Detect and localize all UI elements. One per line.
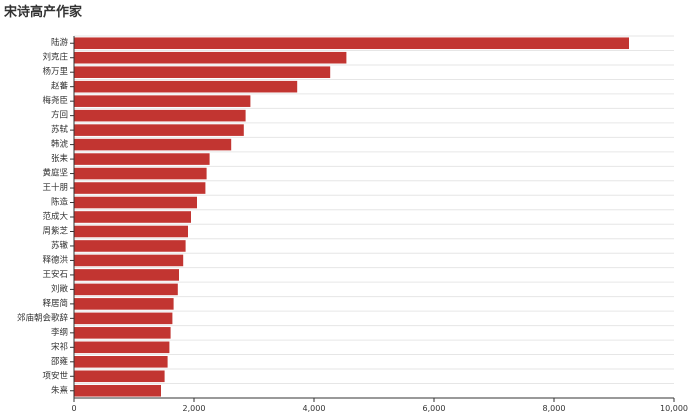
bar[interactable] [74,66,331,78]
category-label: 邵雍 [51,356,69,367]
bar[interactable] [74,138,232,151]
category-label: 赵蕃 [51,81,69,92]
category-label: 王安石 [42,269,68,280]
x-tick-label: 2,000 [183,404,206,413]
axes-group [70,36,675,402]
category-label: 朱熹 [51,385,69,396]
category-label: 郊庙朝会歌辞 [17,312,69,323]
bar[interactable] [74,167,207,180]
category-label: 陈造 [51,197,69,208]
bar[interactable] [74,211,191,223]
bar[interactable] [74,109,246,122]
category-label: 杨万里 [42,66,68,77]
category-label: 张耒 [51,154,69,164]
x-tick-label: 8,000 [543,404,566,413]
bar[interactable] [74,196,197,209]
category-label: 宋祁 [51,341,68,352]
bar[interactable] [74,153,210,165]
grid-lines [74,35,674,399]
bars-group [74,37,629,397]
bar[interactable] [74,240,186,252]
bar[interactable] [74,327,171,339]
x-tick-label: 6,000 [423,404,446,413]
bar[interactable] [74,254,184,267]
bar[interactable] [74,37,629,50]
category-label: 释德洪 [42,254,68,265]
category-label: 苏轼 [51,124,69,135]
category-label: 陆游 [51,37,69,48]
category-label: 刘克庄 [42,52,68,63]
bar[interactable] [74,124,244,136]
category-label: 王十朋 [42,182,68,193]
bar[interactable] [74,95,251,107]
category-label: 范成大 [42,211,68,222]
category-label: 周紫芝 [42,225,68,236]
bar[interactable] [74,269,179,281]
bar[interactable] [74,370,165,383]
x-tick-label: 10,000 [660,404,688,413]
category-label: 刘敞 [51,283,69,294]
chart-title: 宋诗高产作家 [4,5,83,20]
category-label: 苏辙 [51,240,69,251]
bar[interactable] [74,341,170,354]
category-label: 黄庭坚 [42,168,68,179]
bar[interactable] [74,80,298,93]
labels-group: 陆游刘克庄杨万里赵蕃梅尧臣方回苏轼韩淲张耒黄庭坚王十朋陈造范成大周紫芝苏辙释德洪… [17,37,688,413]
category-label: 释居简 [42,298,68,309]
category-label: 项安世 [42,370,68,381]
category-label: 方回 [51,110,68,121]
x-tick-label: 4,000 [303,404,326,413]
bar[interactable] [74,283,178,296]
bar[interactable] [74,298,174,310]
category-label: 李纲 [51,327,68,338]
bar[interactable] [74,182,206,194]
category-label: 梅尧臣 [42,95,68,106]
x-tick-label: 0 [71,404,76,413]
bar[interactable] [74,356,168,368]
bar[interactable] [74,225,188,238]
bar[interactable] [74,51,347,64]
bar[interactable] [74,312,173,325]
category-label: 韩淲 [51,139,69,150]
bar[interactable] [74,384,161,397]
